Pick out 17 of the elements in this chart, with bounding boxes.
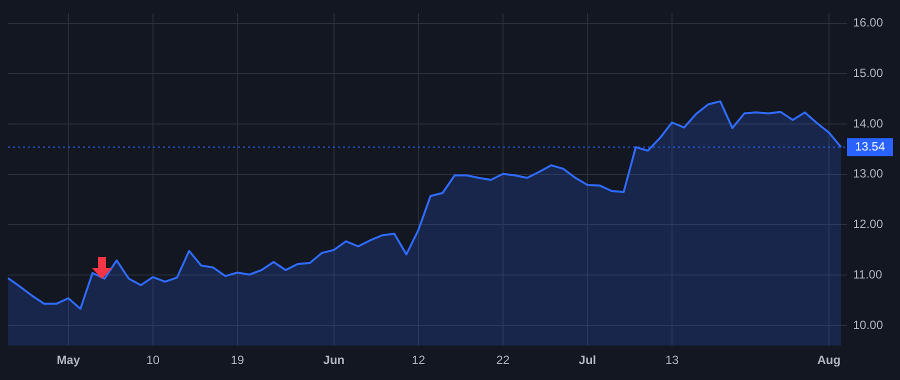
x-tick-label: May [56,353,80,368]
y-tick-label: 10.00 [853,318,884,332]
y-tick-label: 14.00 [853,116,884,130]
x-tick-label: 13 [665,353,679,368]
y-tick-label: 12.00 [853,217,884,232]
x-tick-label: Jul [578,353,596,368]
x-tick-label: 19 [230,353,244,368]
x-tick-label: Aug [817,353,841,368]
y-tick-label: 16.00 [853,16,884,30]
x-tick-label: 22 [496,353,510,368]
y-tick-label: 15.00 [853,66,884,80]
x-tick-label: 10 [146,353,160,368]
y-tick-label: 13.00 [853,166,884,181]
ref-line-label: 13.54 [854,139,886,154]
x-tick-label: Jun [323,353,345,368]
x-tick-label: 12 [412,353,426,368]
y-tick-label: 11.00 [853,267,882,282]
